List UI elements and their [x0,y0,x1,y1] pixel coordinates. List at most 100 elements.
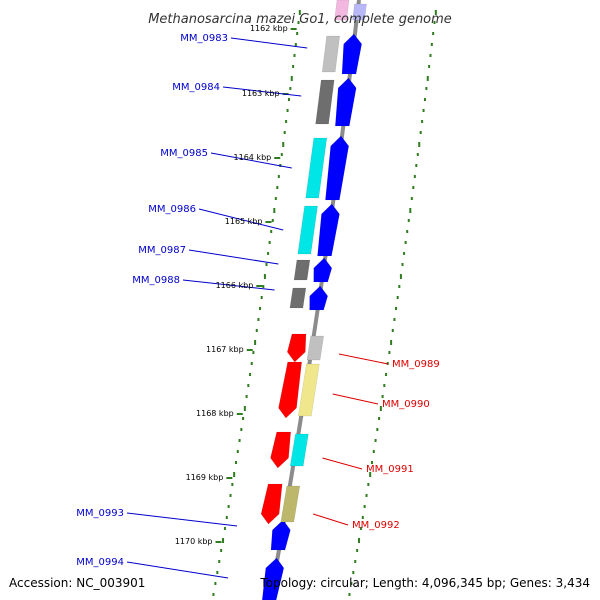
gene-mm_0988-cds[interactable] [309,285,328,311]
gene-label[interactable]: MM_0992 [352,520,400,531]
tick-mark [372,450,375,453]
gene-mm_0990-cog[interactable] [298,363,320,417]
tick-mark [262,285,265,288]
kbp-tick [265,221,272,223]
gene-mm_0994-cds[interactable] [261,557,285,600]
tick-mark [421,120,424,123]
tick-mark [283,131,286,134]
tick-mark [419,131,422,134]
tick-mark [259,307,262,310]
gene-label[interactable]: MM_0991 [366,464,414,475]
tick-mark [399,274,402,279]
tick-mark [359,527,362,530]
gene-mm_0986-cds[interactable] [317,203,340,257]
kbp-tick [226,477,233,479]
tick-mark [255,329,258,332]
tick-mark [233,472,236,477]
partial-feature-top-lavender[interactable] [352,3,367,21]
tick-mark [423,98,426,101]
gene-label[interactable]: MM_0984 [172,82,220,93]
tick-mark [277,175,280,178]
kbp-label: 1169 kbp [186,473,224,482]
gene-mm_0988-cog[interactable] [289,287,307,309]
tick-mark [434,10,437,15]
label-connector [312,513,349,526]
tick-mark [398,285,401,288]
accession-text: Accession: NC_003901 [9,576,145,590]
label-connector [332,393,379,405]
tick-mark [229,494,232,497]
gene-mm_0992-cds[interactable] [260,483,283,525]
tick-mark [265,263,268,266]
gene-mm_0989-cog[interactable] [306,335,324,361]
gene-label[interactable]: MM_0987 [138,245,186,256]
kbp-tick [256,285,263,287]
tick-mark [293,54,296,57]
tick-mark [418,142,421,147]
tick-mark [422,109,425,112]
tick-mark [432,32,435,35]
label-connectors [126,37,389,579]
gene-label[interactable]: MM_0983 [180,33,228,44]
tick-mark [378,417,381,420]
gene-mm_0989-cds[interactable] [287,333,307,363]
tick-mark [220,549,223,552]
gene-mm_0987-cds[interactable] [313,257,333,283]
gene-label[interactable]: MM_0988 [132,275,180,286]
kbp-axis-labels: 1162 kbp 1163 kbp 1164 kbp 1165 kbp 1166 kbp… [175,24,288,546]
tick-mark [289,87,292,90]
label-connector [210,152,292,169]
gene-mm_0990-cds[interactable] [278,361,302,419]
tick-mark [428,65,431,68]
gene-mm_0991-cog[interactable] [289,433,309,467]
tick-mark [430,43,433,46]
tick-mark [370,461,373,464]
tick-mark [403,252,406,255]
gene-mm_0985-cog[interactable] [305,137,328,199]
gene-mm_0984-cog[interactable] [315,79,335,125]
gene-mm_0991-cds[interactable] [270,431,291,469]
tick-mark [407,219,410,222]
tick-mark [294,43,297,46]
tick-mark [214,582,217,585]
gene-label[interactable]: MM_0990 [382,399,430,410]
tick-mark [276,186,279,189]
tick-mark [236,450,239,453]
tick-mark [296,32,299,35]
tick-mark [433,21,436,24]
tick-mark [252,351,255,354]
tick-mark [273,208,276,213]
kbp-label: 1162 kbp [250,24,288,33]
tick-mark [352,571,355,574]
tick-mark [393,318,396,321]
gene-mm_0986-cog[interactable] [297,205,318,255]
gene-label[interactable]: MM_0986 [148,204,196,215]
gene-mm_0987-cog[interactable] [293,259,311,281]
gene-mm_0993-cds[interactable] [270,519,291,551]
partial-feature-top-pink[interactable] [334,0,350,21]
tick-mark [260,296,263,299]
gene-mm_0992-cog[interactable] [280,485,301,523]
gene-label[interactable]: MM_0994 [76,557,124,568]
label-connector [338,353,389,365]
tick-mark [249,373,252,376]
gene-mm_0983-cds[interactable] [341,33,362,75]
tick-mark [222,538,225,543]
tick-mark [365,494,368,497]
gene-label[interactable]: MM_0989 [392,359,440,370]
tick-mark [286,109,289,112]
gene-label[interactable]: MM_0993 [76,508,124,519]
tick-mark [390,340,393,345]
gene-mm_0984-cds[interactable] [335,77,357,127]
gene-label[interactable]: MM_0985 [160,148,208,159]
tick-mark [297,21,300,24]
tick-mark [270,230,273,233]
tick-mark [231,483,234,486]
tick-mark [227,505,230,508]
genome-title: Methanosarcina mazei Go1, complete genom… [148,12,452,27]
tick-mark [250,362,253,365]
gene-labels: MM_0983 MM_0984 MM_0985 MM_0986 MM_0987 MM_09… [76,33,439,568]
gene-mm_0985-cds[interactable] [325,135,349,201]
gene-mm_0983-cog[interactable] [321,35,340,73]
